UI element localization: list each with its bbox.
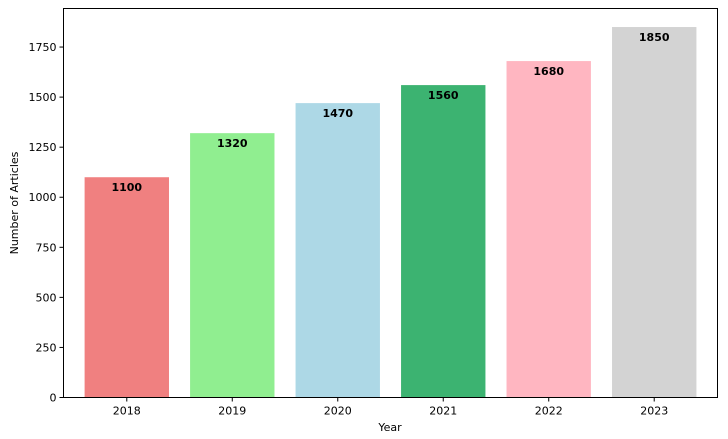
y-tick-label-1750: 1750 bbox=[29, 41, 57, 54]
y-axis-title: Number of Articles bbox=[8, 151, 21, 254]
x-axis: 2018 2019 2020 2021 2022 2023 bbox=[113, 397, 668, 418]
y-tick-label-250: 250 bbox=[36, 341, 57, 354]
data-label-2019: 1320 bbox=[217, 137, 248, 150]
x-tick-label-2022: 2022 bbox=[535, 405, 563, 418]
x-tick-label-2023: 2023 bbox=[640, 405, 668, 418]
plot-frame bbox=[63, 8, 718, 398]
y-tick-label-1250: 1250 bbox=[29, 141, 57, 154]
data-labels-group: 1100 1320 1470 1560 1680 1850 bbox=[111, 31, 669, 194]
x-tick-label-2019: 2019 bbox=[218, 405, 246, 418]
y-tick-label-1500: 1500 bbox=[29, 91, 57, 104]
x-tick-label-2020: 2020 bbox=[324, 405, 352, 418]
y-tick-label-500: 500 bbox=[36, 291, 57, 304]
bar-2019 bbox=[190, 133, 275, 398]
bar-2020 bbox=[295, 103, 380, 398]
data-label-2021: 1560 bbox=[428, 89, 459, 102]
y-tick-label-1000: 1000 bbox=[29, 191, 57, 204]
bar-2021 bbox=[401, 85, 486, 398]
x-axis-title: Year bbox=[377, 421, 402, 434]
y-tick-label-750: 750 bbox=[36, 241, 57, 254]
data-label-2018: 1100 bbox=[111, 181, 142, 194]
data-label-2020: 1470 bbox=[322, 107, 353, 120]
bars-group bbox=[84, 27, 697, 398]
bar-2022 bbox=[506, 61, 591, 398]
y-axis: 0 250 500 750 1000 1250 1500 1750 bbox=[29, 41, 64, 405]
x-tick-label-2021: 2021 bbox=[429, 405, 457, 418]
bar-2018 bbox=[84, 177, 169, 398]
bar-2023 bbox=[612, 27, 697, 398]
y-tick-label-0: 0 bbox=[50, 392, 57, 405]
data-label-2023: 1850 bbox=[639, 31, 670, 44]
data-label-2022: 1680 bbox=[533, 65, 564, 78]
plot-area: 1100 1320 1470 1560 1680 1850 bbox=[63, 8, 718, 398]
x-tick-label-2018: 2018 bbox=[113, 405, 141, 418]
